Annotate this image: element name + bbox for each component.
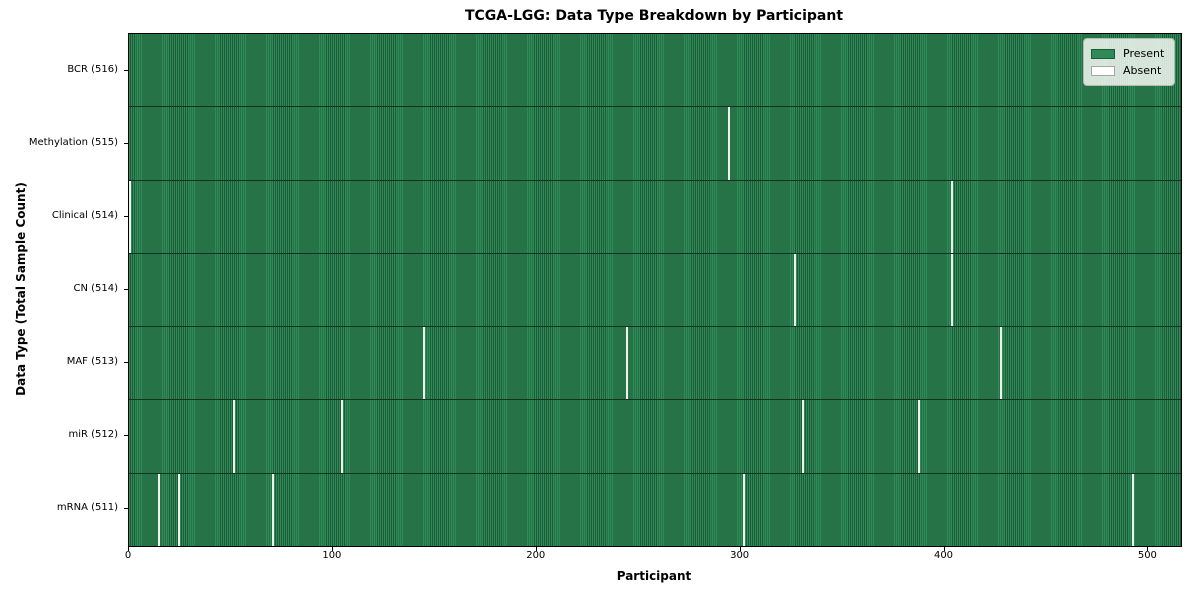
y-tick-mark	[124, 216, 128, 217]
y-tick-label-clinical: Clinical (514)	[51, 209, 118, 221]
x-tick-mark	[128, 547, 129, 551]
absent-gap	[232, 400, 235, 473]
x-tick-mark	[740, 547, 741, 551]
absent-gap	[271, 473, 274, 546]
row-mir	[129, 399, 1181, 473]
y-tick-mark	[124, 289, 128, 290]
x-tick-label-400: 400	[933, 550, 954, 561]
x-tick-label-100: 100	[322, 550, 342, 561]
chart-title: TCGA-LGG: Data Type Breakdown by Partici…	[464, 8, 844, 24]
absent-gap	[341, 400, 344, 473]
row-mrna	[129, 472, 1181, 546]
x-tick-mark	[944, 547, 945, 551]
x-tick-label-0: 0	[124, 550, 132, 561]
absent-gap	[1132, 473, 1135, 546]
absent-swatch-icon	[1091, 65, 1115, 76]
absent-gap	[793, 253, 796, 327]
x-tick-label-200: 200	[526, 550, 546, 561]
absent-gap	[422, 327, 425, 400]
legend-label-present: Present	[1123, 47, 1165, 60]
absent-gap	[801, 400, 804, 473]
x-tick-mark	[332, 547, 333, 551]
absent-gap	[950, 253, 953, 327]
y-tick-label-bcr: BCR (516)	[67, 63, 118, 75]
y-tick-mark	[124, 435, 128, 436]
x-axis-label: Participant	[616, 569, 692, 583]
absent-gap	[129, 180, 131, 253]
y-tick-mark	[124, 508, 128, 509]
absent-gap	[157, 473, 160, 546]
legend: Present Absent	[1083, 38, 1175, 86]
legend-entry-absent: Absent	[1091, 62, 1166, 79]
absent-gap	[918, 400, 920, 473]
absent-gap	[999, 327, 1002, 400]
row-clinical	[129, 179, 1181, 253]
x-tick-mark	[536, 547, 537, 551]
absent-gap	[728, 107, 731, 180]
absent-gap	[950, 180, 953, 253]
x-tick-label-300: 300	[730, 550, 750, 561]
y-tick-label-maf: MAF (513)	[66, 356, 118, 368]
x-tick-label-500: 500	[1137, 550, 1157, 561]
row-bcr	[129, 34, 1181, 107]
legend-entry-present: Present	[1091, 45, 1166, 62]
absent-gap	[177, 473, 180, 546]
plot-area	[128, 33, 1182, 547]
row-methylation	[129, 106, 1181, 180]
row-maf	[129, 326, 1181, 400]
y-tick-label-methylation: Methylation (515)	[28, 136, 118, 148]
present-swatch-icon	[1091, 48, 1115, 59]
y-tick-label-mrna: mRNA (511)	[56, 502, 118, 514]
legend-label-absent: Absent	[1123, 64, 1162, 77]
absent-gap	[742, 473, 745, 546]
row-cn	[129, 252, 1181, 327]
y-tick-mark	[124, 143, 128, 144]
y-tick-mark	[124, 362, 128, 363]
absent-gap	[626, 327, 629, 400]
y-tick-label-cn: CN (514)	[73, 283, 118, 294]
y-tick-label-mir: miR (512)	[68, 429, 118, 441]
y-tick-mark	[124, 70, 128, 71]
x-tick-mark	[1147, 547, 1148, 551]
